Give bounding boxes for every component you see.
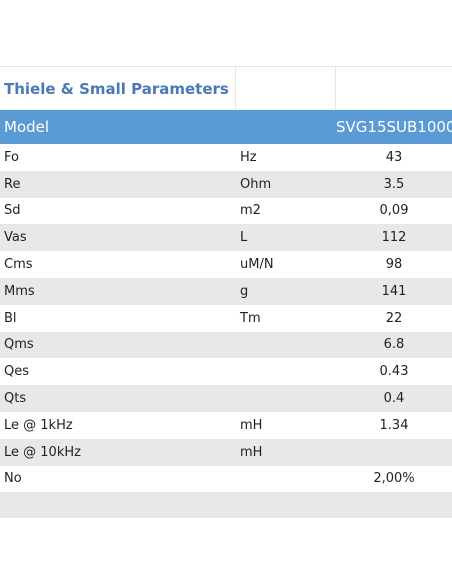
param-unit: g <box>240 283 249 299</box>
table-row: Mms g 141 <box>0 277 452 305</box>
param-value: 6.8 <box>383 337 405 353</box>
table-row: No 2,00% <box>0 466 452 493</box>
table-row: Sd m2 0,09 <box>0 198 452 225</box>
table-title-cell: Thiele & Small Parameters <box>0 67 236 110</box>
param-value: 43 <box>385 149 403 165</box>
param-unit: mH <box>240 444 263 460</box>
title-row: Thiele & Small Parameters <box>0 66 452 110</box>
param-value: 141 <box>381 283 407 299</box>
header-model-value: SVG15SUB1000 <box>336 118 452 136</box>
param-name: Le @ 1kHz <box>4 417 73 433</box>
header-label: Model <box>4 118 50 136</box>
param-name: Qts <box>4 391 27 407</box>
param-name: No <box>4 471 22 487</box>
param-value: 0,09 <box>379 203 409 219</box>
table-row: Vas L 112 <box>0 224 452 252</box>
param-unit: Tm <box>240 310 261 326</box>
param-value: 3.5 <box>383 176 405 192</box>
param-unit: mH <box>240 417 263 433</box>
table-row: Le @ 1kHz mH 1.34 <box>0 412 452 439</box>
table-row: Qms 6.8 <box>0 331 452 359</box>
table-title: Thiele & Small Parameters <box>4 79 229 98</box>
header-row: Model SVG15SUB1000 <box>0 110 452 144</box>
table-row: Cms uM/N 98 <box>0 251 452 278</box>
table-row: Bl Tm 22 <box>0 305 452 332</box>
ts-parameters-table: Thiele & Small Parameters Model SVG15SUB… <box>0 66 452 519</box>
table-row: Qes 0.43 <box>0 358 452 385</box>
param-name: Bl <box>4 310 17 326</box>
param-value: 98 <box>385 257 403 273</box>
param-name: Le @ 10kHz <box>4 444 81 460</box>
param-name: Qes <box>4 364 30 380</box>
param-unit: L <box>240 230 248 246</box>
param-unit: Ohm <box>240 176 272 192</box>
param-value: 112 <box>381 230 407 246</box>
table-row: Fo Hz 43 <box>0 144 452 171</box>
param-value: 0.4 <box>383 391 405 407</box>
param-unit: uM/N <box>240 257 274 273</box>
table-row: Le @ 10kHz mH <box>0 438 452 466</box>
table-row: Re Ohm 3.5 <box>0 170 452 198</box>
param-name: Cms <box>4 257 33 273</box>
param-value: 0.43 <box>379 364 409 380</box>
param-name: Sd <box>4 203 21 219</box>
param-value: 1.34 <box>379 417 409 433</box>
param-name: Qms <box>4 337 34 353</box>
param-name: Fo <box>4 149 19 165</box>
param-value: 2,00% <box>373 471 415 487</box>
param-unit: Hz <box>240 149 257 165</box>
empty-footer-row <box>0 492 452 519</box>
title-empty-cell <box>336 67 452 110</box>
param-unit: m2 <box>240 203 261 219</box>
param-name: Mms <box>4 283 35 299</box>
param-value: 22 <box>385 310 403 326</box>
param-name: Vas <box>4 230 27 246</box>
param-name: Re <box>4 176 21 192</box>
title-empty-cell <box>236 67 336 110</box>
table-row: Qts 0.4 <box>0 385 452 412</box>
